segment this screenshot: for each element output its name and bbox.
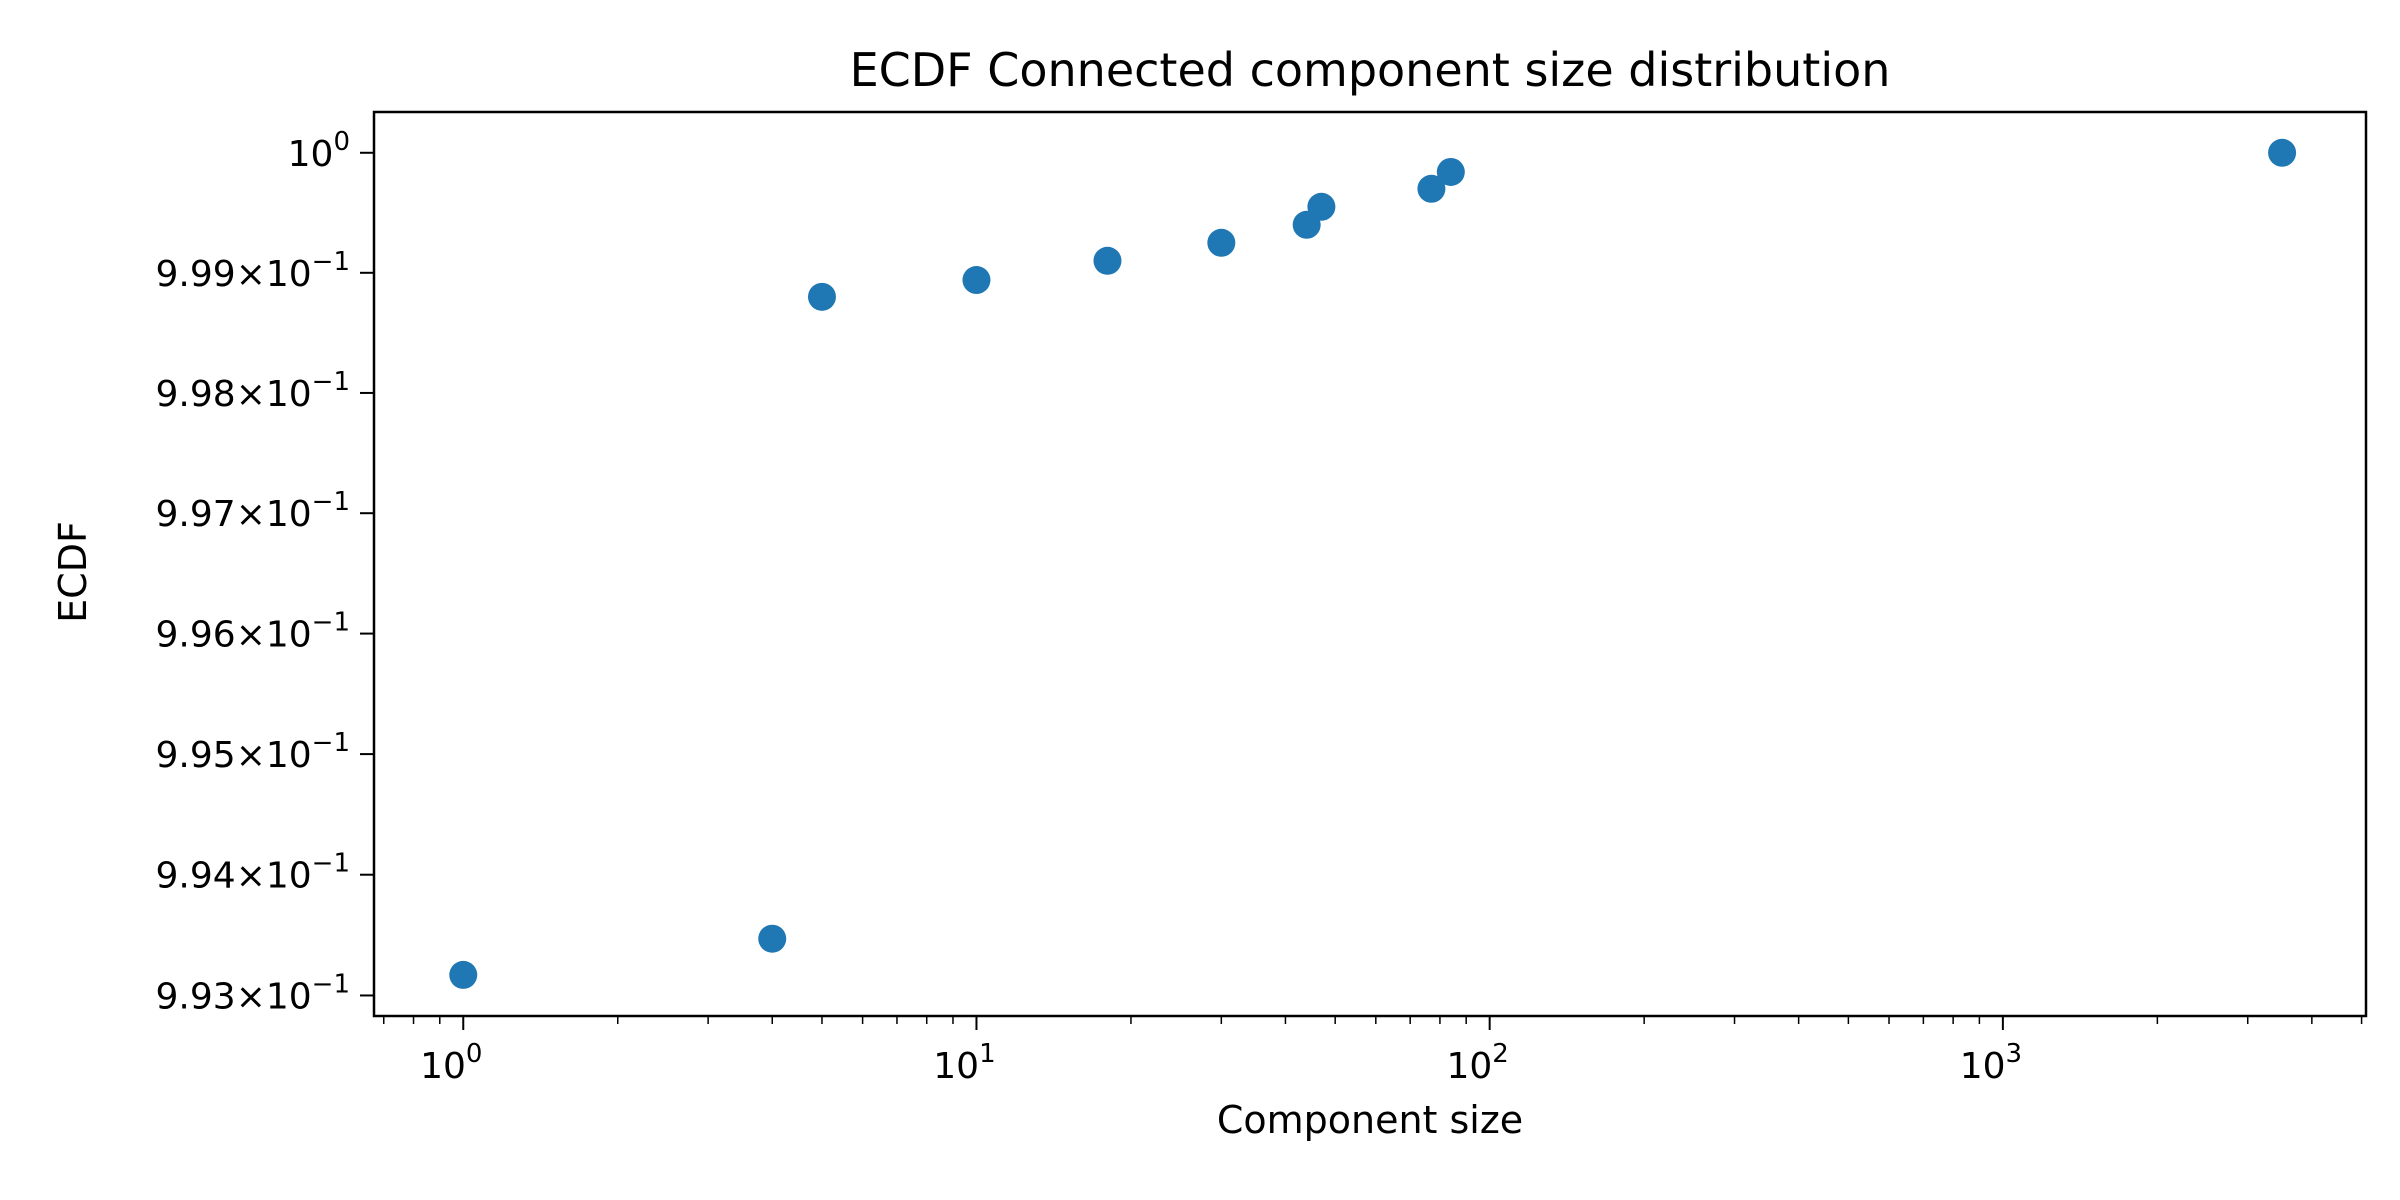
y-tick-label: 100 [288, 127, 350, 175]
x-tick-label: 103 [1960, 1039, 2022, 1087]
y-axis-label: ECDF [51, 521, 95, 623]
y-tick-label: 9.97×10−1 [156, 487, 350, 535]
plot-frame [372, 110, 2368, 1018]
data-point [2268, 138, 2297, 167]
y-tick-label: 9.96×10−1 [156, 608, 350, 656]
data-point [1207, 228, 1236, 257]
plot-area [372, 110, 2368, 1018]
y-axis-ticks: 100 9.99×10−1 9.98×10−1 9.97×10−1 9.96×10−1 9… [156, 127, 374, 1017]
data-point [758, 924, 787, 953]
x-axis-ticks: 100 101 102 103 [383, 1016, 2363, 1087]
data-point [1417, 174, 1446, 203]
data-point [962, 266, 991, 295]
data-points [449, 138, 2297, 989]
x-axis-label: Component size [1217, 1098, 1523, 1142]
y-tick-label: 9.94×10−1 [156, 849, 350, 897]
data-point [449, 960, 478, 989]
data-point [1436, 157, 1465, 186]
y-tick-label: 9.98×10−1 [156, 367, 350, 415]
x-tick-label: 102 [1446, 1039, 1508, 1087]
y-tick-label: 9.99×10−1 [156, 247, 350, 295]
chart-title: ECDF Connected component size distributi… [850, 43, 1891, 97]
x-tick-label: 100 [420, 1039, 482, 1087]
data-point [807, 282, 836, 311]
y-tick-label: 9.93×10−1 [156, 969, 350, 1017]
y-tick-label: 9.95×10−1 [156, 728, 350, 776]
data-point [1093, 246, 1122, 275]
data-point [1307, 192, 1336, 221]
x-tick-label: 101 [933, 1039, 995, 1087]
